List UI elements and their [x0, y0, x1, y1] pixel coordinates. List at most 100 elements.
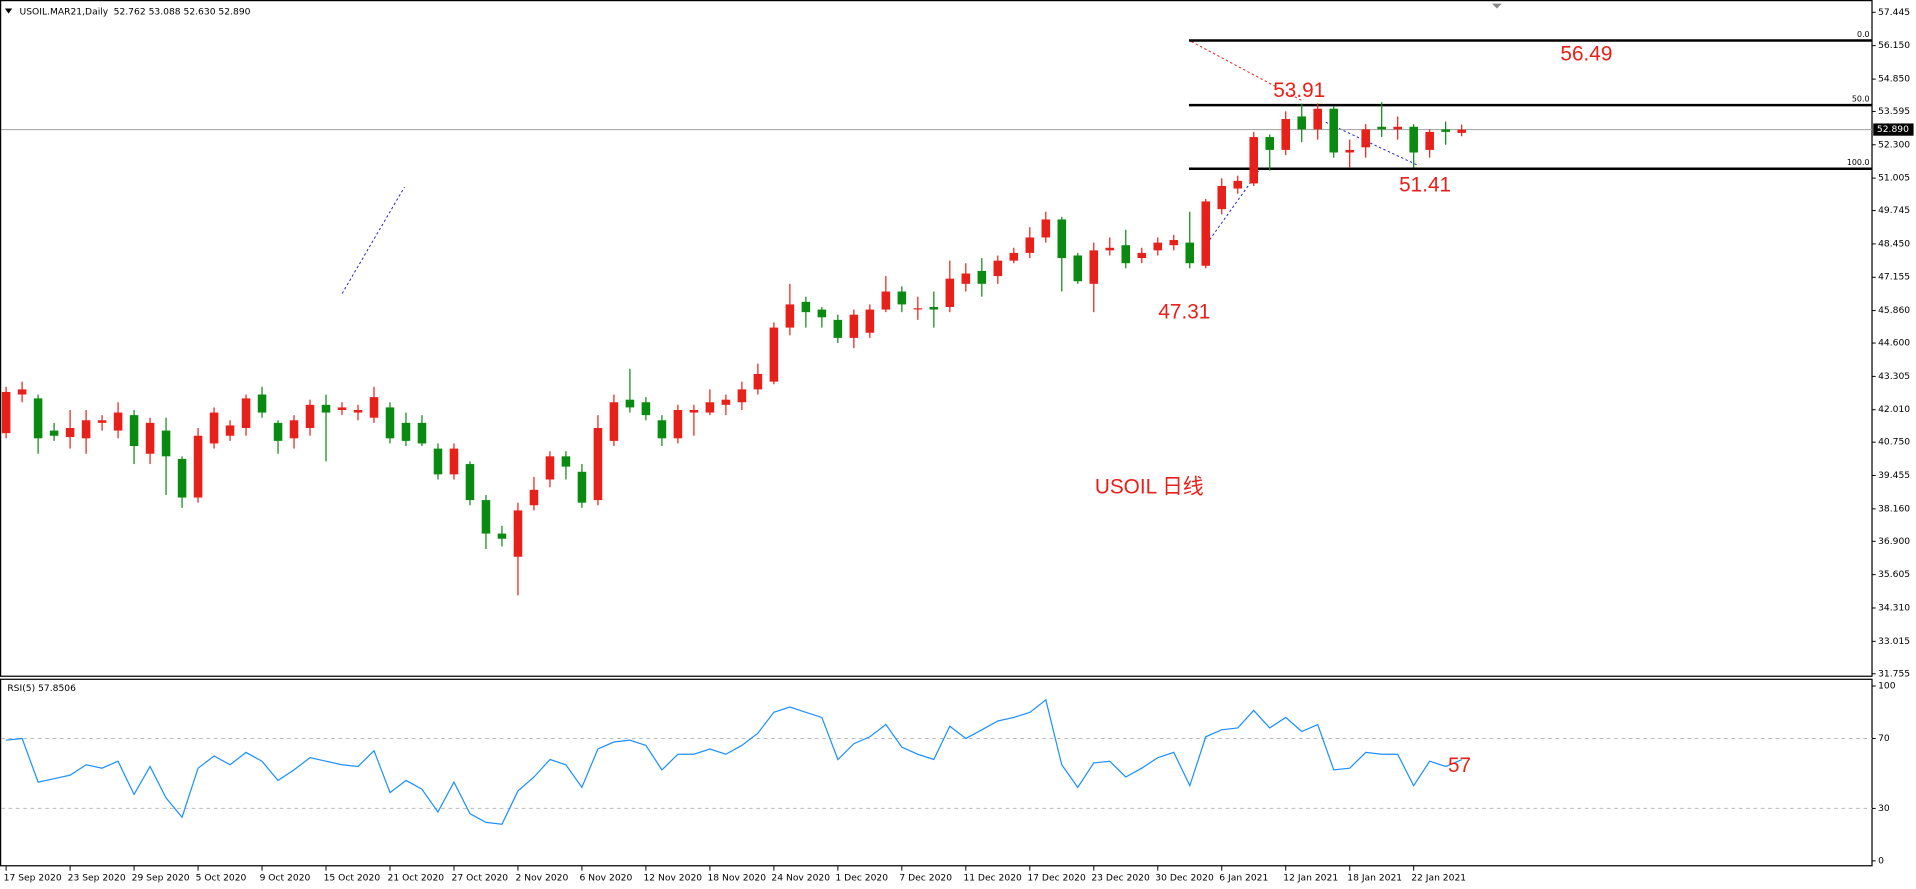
candle-body [1361, 129, 1370, 148]
candle-body [785, 304, 795, 328]
annotation: 53.91 [1273, 79, 1325, 102]
candle-body [1041, 219, 1051, 238]
candle-body [161, 430, 171, 457]
candle-body [593, 428, 603, 501]
candle-body [433, 448, 443, 475]
candle-body [1313, 108, 1322, 130]
trend-line [341, 186, 405, 294]
y-tick-label: 31.755 [1878, 668, 1910, 679]
candle-body [1249, 137, 1259, 184]
candle-body [1105, 247, 1115, 251]
candle-body [1345, 149, 1354, 153]
x-tick-label: 17 Dec 2020 [1027, 872, 1086, 883]
candle-body [881, 291, 891, 310]
x-tick-label: 17 Sep 2020 [4, 872, 62, 883]
x-tick-label: 29 Sep 2020 [132, 872, 190, 883]
x-tick-label: 12 Jan 2021 [1283, 872, 1338, 883]
candle-body [97, 420, 107, 423]
candle-body [673, 409, 683, 439]
x-tick-label: 9 Oct 2020 [260, 872, 311, 883]
candle-body [753, 373, 763, 390]
y-tick-label: 36.900 [1878, 536, 1910, 547]
x-tick-label: 5 Oct 2020 [196, 872, 247, 883]
candle-body [193, 435, 203, 498]
candle-body [1377, 126, 1386, 130]
candle-body [1393, 126, 1402, 130]
y-tick-label: 49.745 [1878, 205, 1910, 216]
candle-body [769, 327, 779, 382]
rsi-frame [0, 678, 1873, 867]
candle-body [1153, 242, 1163, 251]
candle-body [81, 420, 91, 439]
y-tick-label: 34.310 [1878, 602, 1910, 613]
shift-marker [1491, 3, 1502, 9]
x-tick-label: 11 Dec 2020 [963, 872, 1022, 883]
rsi-y-tick-label: 70 [1878, 733, 1890, 744]
candle-body [1137, 252, 1147, 259]
y-tick-label: 43.305 [1878, 371, 1910, 382]
candle-body [689, 409, 699, 413]
candle-body [129, 415, 139, 447]
candle-body [33, 398, 43, 439]
y-tick-label: 51.005 [1878, 173, 1910, 184]
x-tick-label: 24 Nov 2020 [771, 872, 830, 883]
candle-body [289, 420, 299, 439]
candle-body [513, 510, 523, 557]
annotation: USOIL 日线 [1095, 475, 1204, 498]
header-values: 52.762 53.088 52.630 52.890 [114, 7, 251, 18]
candle-body [65, 428, 75, 438]
candle-body [401, 422, 411, 441]
y-tick-label: 33.015 [1878, 636, 1910, 647]
candle-body [241, 398, 251, 429]
y-tick-label: 44.600 [1878, 338, 1910, 349]
y-tick-label: 38.160 [1878, 503, 1910, 514]
candle-body [353, 409, 363, 413]
candle-body [817, 309, 827, 318]
x-tick-label: 21 Oct 2020 [388, 872, 445, 883]
candle-body [113, 412, 123, 431]
candle-body [1, 391, 11, 434]
candle-body [609, 402, 619, 441]
candle-body [737, 389, 747, 403]
candle-body [417, 422, 427, 444]
current-price-box [1873, 123, 1914, 136]
rsi-y-tick-label: 30 [1878, 803, 1890, 814]
x-tick-label: 15 Oct 2020 [324, 872, 381, 883]
x-tick-label: 2 Nov 2020 [516, 872, 569, 883]
y-tick-label: 45.860 [1878, 305, 1910, 316]
annotation: 47.31 [1158, 301, 1210, 324]
current-price-label: 52.890 [1877, 124, 1909, 135]
x-tick-label: 18 Nov 2020 [707, 872, 766, 883]
y-tick-label: 48.450 [1878, 238, 1910, 249]
y-tick-label: 56.150 [1878, 40, 1910, 51]
annotation: 56.49 [1560, 43, 1612, 66]
y-tick-label: 42.010 [1878, 404, 1910, 415]
candle-body [17, 389, 27, 395]
candle-body [721, 399, 731, 405]
candle-body [545, 456, 555, 480]
rsi-title: RSI(5) 57.8506 [7, 683, 76, 694]
candle-body [385, 407, 395, 439]
candle-body [1329, 108, 1338, 153]
candle-body [225, 425, 235, 436]
candle-body [657, 420, 667, 439]
candle-body [897, 291, 907, 305]
candle-body [561, 456, 571, 467]
candle-body [945, 278, 955, 307]
candle-body [1169, 240, 1179, 246]
trend-line [1191, 41, 1302, 101]
candle-body [337, 407, 347, 410]
candle-body [305, 404, 315, 429]
candle-body [993, 260, 1003, 277]
x-tick-label: 18 Jan 2021 [1347, 872, 1402, 883]
y-tick-label: 54.850 [1878, 74, 1910, 85]
y-tick-label: 39.455 [1878, 470, 1910, 481]
y-tick-label: 40.750 [1878, 437, 1910, 448]
y-tick-label: 47.155 [1878, 272, 1910, 283]
candle-body [449, 448, 459, 475]
candle-body [1009, 252, 1019, 261]
menu-triangle[interactable] [4, 8, 13, 14]
candle-body [929, 306, 939, 310]
y-tick-label: 52.300 [1878, 139, 1910, 150]
